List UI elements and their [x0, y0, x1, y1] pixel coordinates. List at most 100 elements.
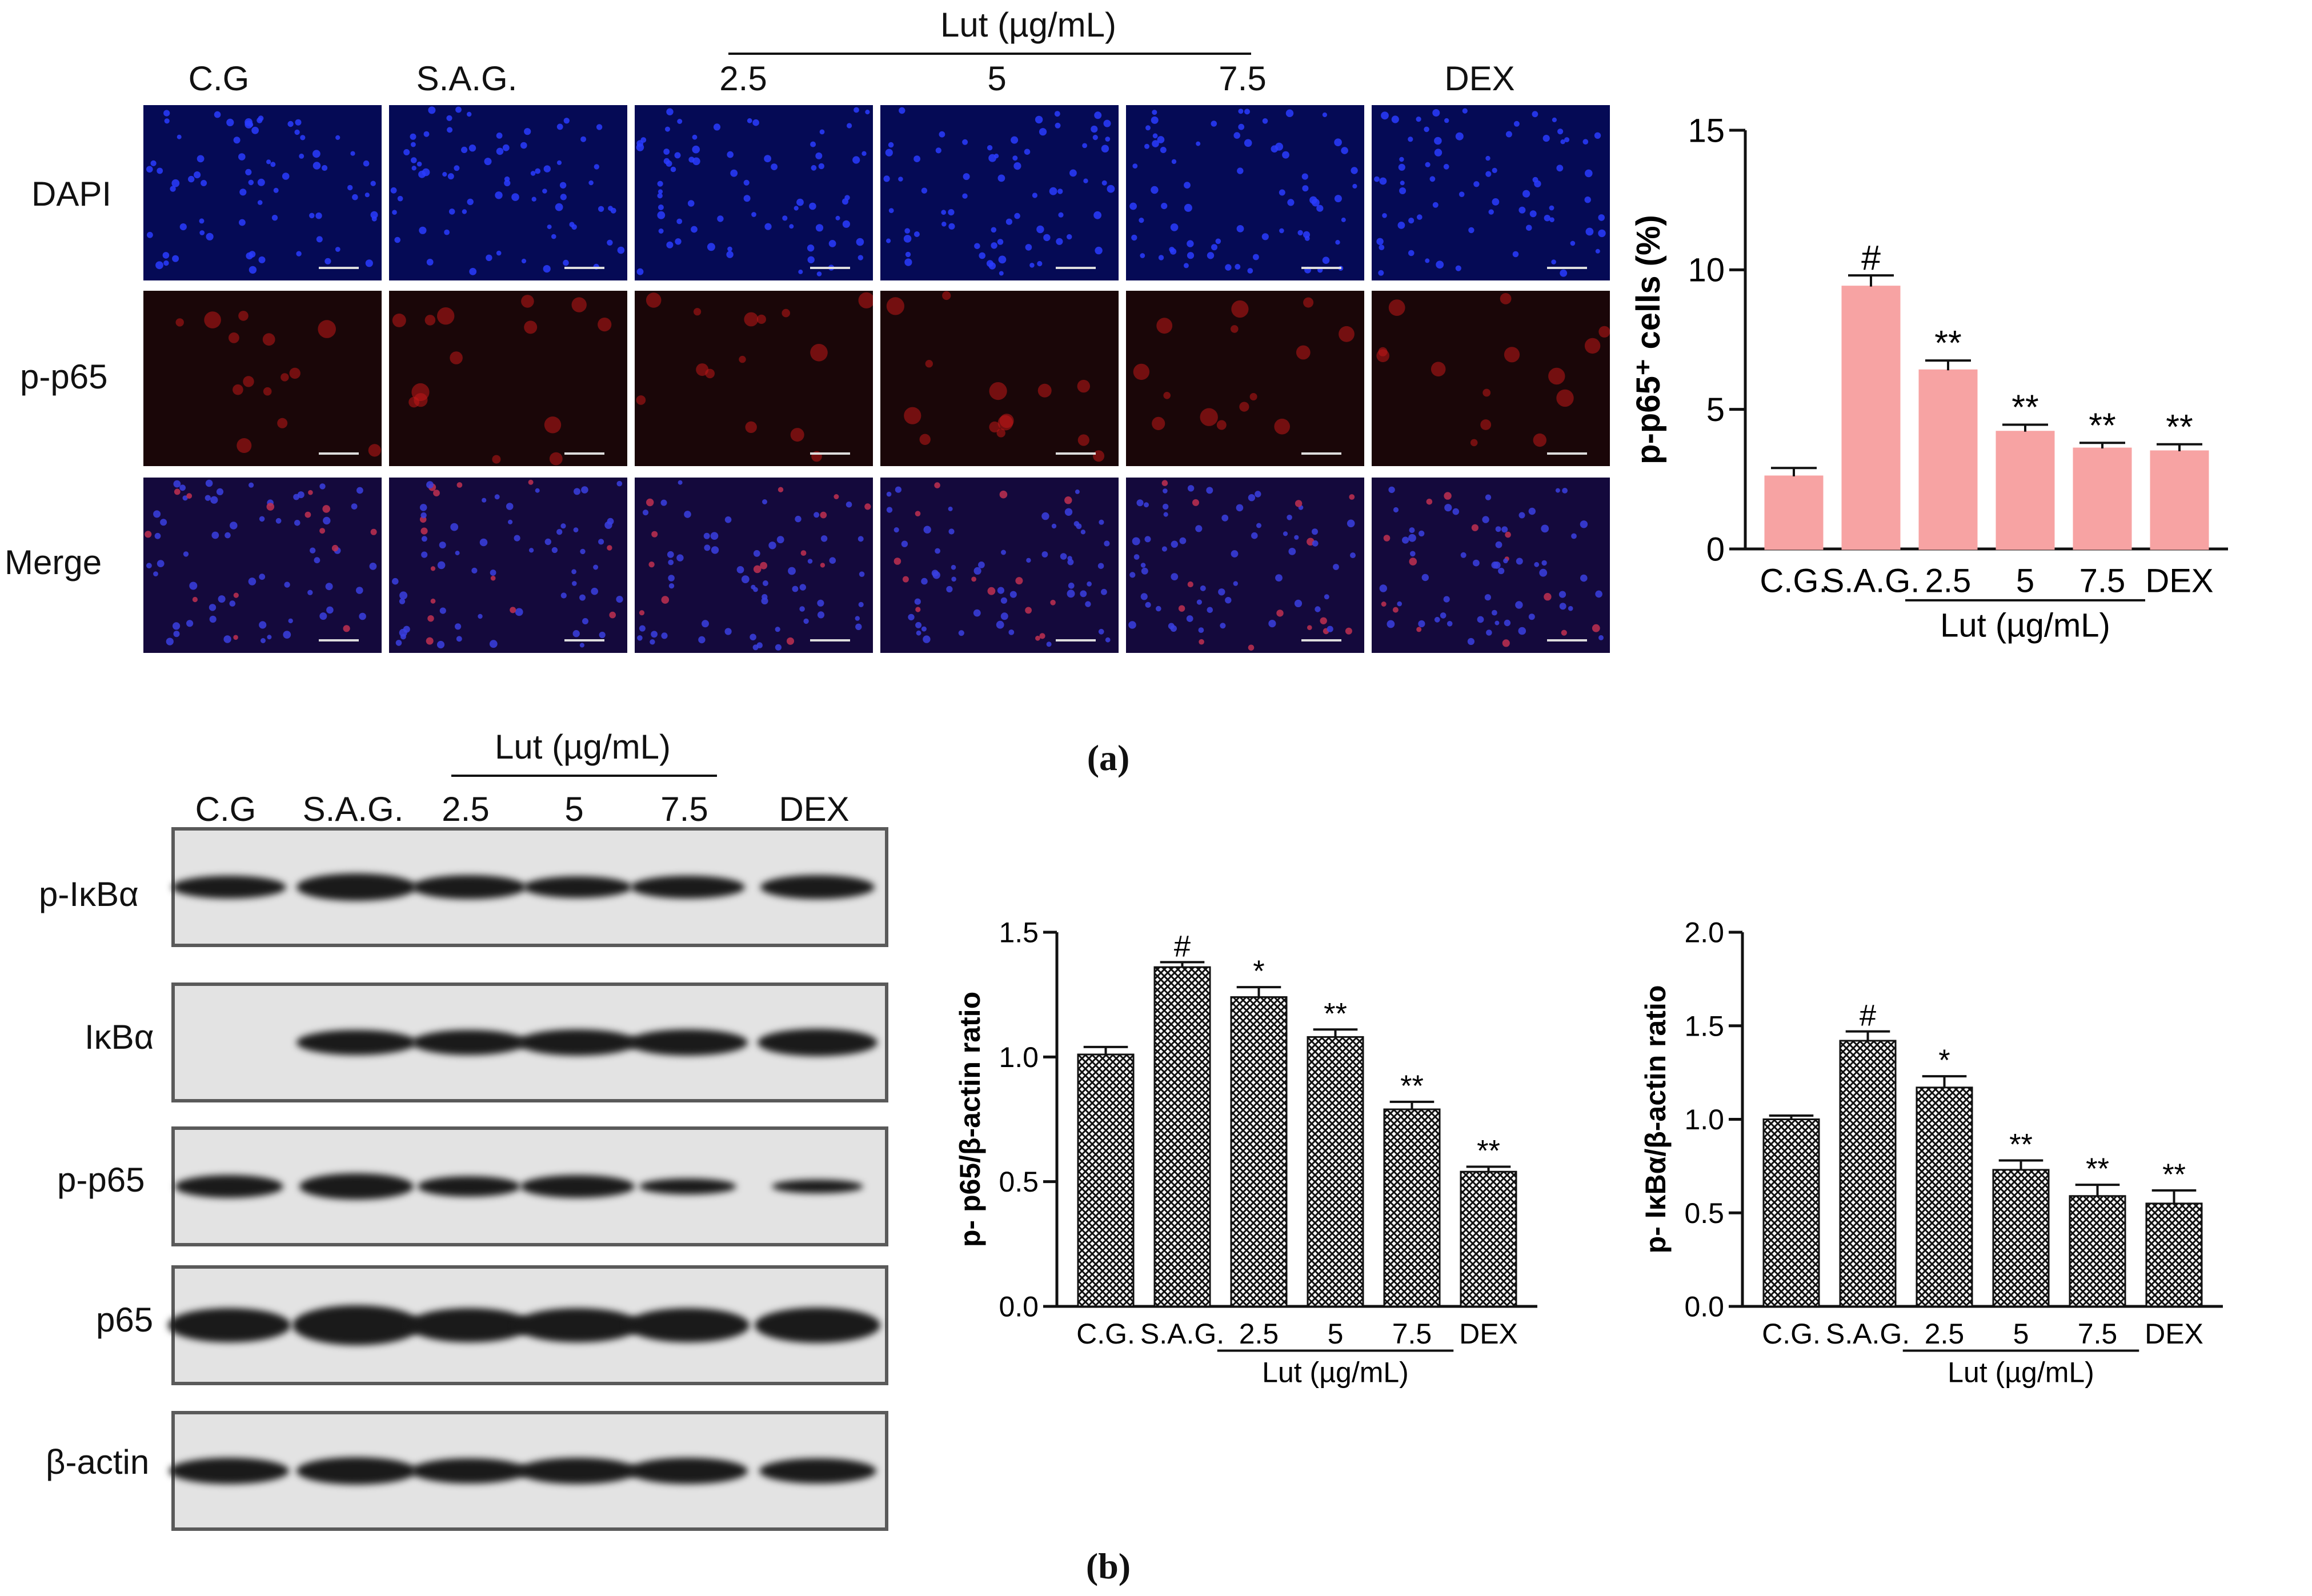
micrograph-p-p65-1	[141, 288, 384, 468]
scale-bar	[1547, 639, 1587, 641]
blot-row-p-ikba: p-IκBα	[39, 875, 139, 913]
x-tick-label: 7.5	[2078, 1318, 2118, 1350]
blot-band	[758, 1029, 877, 1056]
y-tick-label: 0.5	[999, 1166, 1039, 1198]
micrograph-dapi-4	[878, 103, 1121, 283]
y-tick-label: 1.5	[1684, 1010, 1724, 1042]
x-tick-label: C.G.	[1076, 1318, 1135, 1350]
scale-bar	[1547, 267, 1587, 269]
scale-bar	[1301, 452, 1341, 455]
x-tick-label: 5	[2013, 1318, 2029, 1350]
blot-band	[631, 876, 745, 899]
x-tick-label: 7.5	[1392, 1318, 1432, 1350]
blot-band	[418, 1176, 520, 1197]
x-tick-label: DEX	[2145, 562, 2213, 599]
y-tick-label: 2.0	[1684, 917, 1724, 949]
bar	[2145, 1202, 2203, 1308]
blot-band	[296, 1457, 416, 1485]
row-label-p-p65: p-p65	[20, 358, 108, 396]
blot-band	[299, 1173, 414, 1200]
blot-strip-p-p65	[171, 1126, 888, 1246]
blot-band	[407, 1308, 531, 1342]
bar	[1996, 431, 2055, 550]
micrograph-dapi-2	[387, 103, 630, 283]
y-axis-label: p- IκBα/β-actin ratio	[1640, 985, 1672, 1254]
micrograph-merge-3	[632, 475, 875, 655]
blot-band	[412, 875, 526, 899]
group-label: Lut (µg/mL)	[1940, 607, 2110, 644]
blot-band	[412, 1030, 526, 1055]
blot-band	[628, 1029, 748, 1056]
row-label-dapi: DAPI	[31, 175, 112, 213]
micrograph-p-p65-5	[1124, 288, 1367, 468]
blot-strip-beta-actin	[169, 1411, 888, 1531]
micrograph-merge-2	[387, 475, 630, 655]
bar	[2069, 1195, 2126, 1308]
bar	[1230, 996, 1288, 1308]
lut-group-header-a: Lut (µg/mL)	[940, 6, 1116, 44]
col-header-lut-5: 5	[987, 59, 1007, 98]
row-label-merge: Merge	[5, 543, 102, 582]
col-header-lut-7-5: 7.5	[1219, 59, 1267, 98]
micrograph-dapi-5	[1124, 103, 1367, 283]
x-tick-label: 2.5	[1925, 1318, 1965, 1350]
significance-marker: #	[1174, 929, 1191, 963]
y-tick-label: 1.5	[999, 917, 1039, 949]
bar	[1077, 1053, 1135, 1308]
chart-p-p65-beta-actin: 0.0 0.5 1.0 1.5 p- p65/β-actin ratio C.G. # S.A…	[954, 917, 1537, 1389]
significance-marker: **	[1477, 1134, 1500, 1168]
significance-marker: **	[2166, 407, 2193, 446]
blot-band	[296, 1030, 416, 1055]
group-label: Lut (µg/mL)	[1948, 1357, 2094, 1389]
significance-marker: **	[2089, 406, 2115, 444]
bar	[2073, 447, 2132, 550]
scale-bar	[1301, 639, 1341, 641]
blot-row-p-p65: p-p65	[57, 1161, 145, 1199]
scale-bar	[1056, 267, 1096, 269]
blot-band	[759, 1458, 876, 1483]
significance-marker: *	[1253, 955, 1264, 988]
y-tick-label: 10	[1688, 252, 1725, 289]
scale-bar	[1301, 267, 1341, 269]
bar	[1841, 286, 1901, 550]
bar	[1916, 1086, 1973, 1308]
y-tick-label: 0	[1706, 531, 1725, 568]
micrograph-merge-5	[1124, 475, 1367, 655]
blot-strip-p65	[167, 1265, 888, 1385]
col-header-sag: S.A.G.	[416, 59, 518, 98]
col-header-dex: DEX	[1444, 59, 1515, 98]
x-tick-label: 2.5	[1925, 562, 1972, 599]
x-tick-label: C.G.	[1762, 1318, 1821, 1350]
significance-marker: #	[1861, 238, 1881, 277]
micrograph-p-p65-4	[878, 288, 1121, 468]
blot-col-dex: DEX	[779, 790, 850, 828]
scale-bar	[810, 639, 850, 641]
micrograph-merge-6	[1369, 475, 1612, 655]
blot-band	[760, 875, 875, 899]
blot-band	[626, 1308, 750, 1342]
blot-col-sag: S.A.G.	[302, 790, 404, 828]
x-tick-label: S.A.G.	[1822, 562, 1920, 599]
x-tick-label: S.A.G.	[1826, 1318, 1910, 1350]
micrograph-p-p65-2	[387, 288, 630, 468]
col-header-cg: C.G	[188, 59, 250, 98]
scale-bar	[564, 452, 604, 455]
bar	[1762, 1118, 1820, 1308]
bar	[1839, 1040, 1897, 1308]
blot-band	[410, 1458, 528, 1483]
chart-p-p65-cells: 0 5 10 15 p-p65⁺ cells (%) C.G. # S.A.G. ** 2.5 **…	[1630, 112, 2228, 644]
blot-band	[628, 1458, 748, 1484]
micrograph-dapi-1	[141, 103, 384, 283]
blot-band	[292, 1305, 421, 1345]
group-label: Lut (µg/mL)	[1262, 1357, 1409, 1389]
blot-band	[639, 1178, 736, 1194]
blot-col-lut-2-5: 2.5	[442, 790, 490, 828]
micrograph-p-p65-6	[1369, 288, 1612, 468]
blot-row-ikba: IκBα	[85, 1018, 154, 1056]
scale-bar	[564, 267, 604, 269]
scale-bar	[1547, 452, 1587, 455]
bar	[1383, 1108, 1441, 1308]
blot-band	[175, 1175, 283, 1198]
significance-marker: **	[1934, 323, 1961, 362]
micrograph-dapi-3	[632, 103, 875, 283]
